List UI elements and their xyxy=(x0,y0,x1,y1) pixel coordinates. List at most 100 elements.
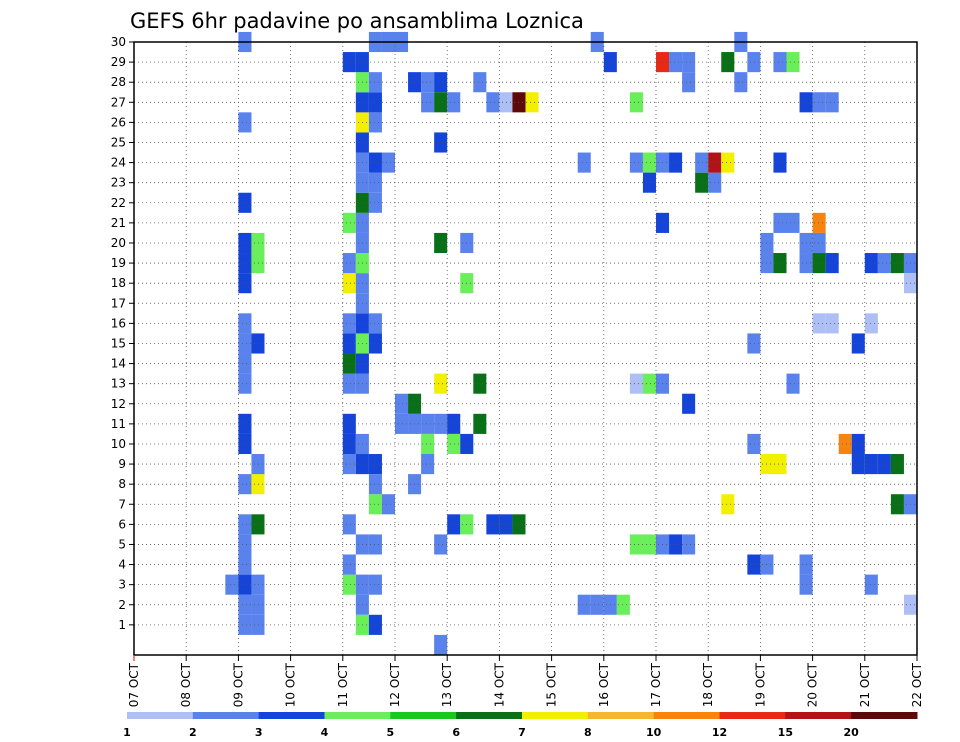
precip-cell xyxy=(864,454,878,475)
y-tick-label: 9 xyxy=(118,457,126,471)
y-tick-label: 29 xyxy=(111,55,126,69)
precip-cell xyxy=(434,634,448,655)
x-tick-label: 13 OCT xyxy=(440,662,454,707)
precip-cell xyxy=(499,92,513,113)
precip-cell xyxy=(251,253,265,274)
colorbar-swatch xyxy=(785,712,852,719)
precip-cell xyxy=(251,474,265,495)
precip-cell xyxy=(342,554,356,575)
precip-cell xyxy=(238,574,252,595)
y-tick-label: 4 xyxy=(118,558,126,572)
x-tick-label: 07 OCT xyxy=(127,662,141,707)
precip-cell xyxy=(747,433,761,455)
precip-cell xyxy=(381,494,395,515)
precip-cell xyxy=(786,212,800,233)
precip-cell xyxy=(342,313,356,334)
precip-cell xyxy=(812,253,826,274)
precip-cell xyxy=(499,514,513,535)
y-tick-label: 13 xyxy=(111,377,126,391)
y-tick-label: 5 xyxy=(118,537,126,551)
colorbar-swatch xyxy=(324,712,391,719)
precip-cell xyxy=(368,313,382,334)
precip-cell xyxy=(434,534,448,555)
precip-cell xyxy=(421,92,435,113)
colorbar-label: 1 xyxy=(123,726,131,739)
colorbar-swatch xyxy=(719,712,786,719)
colorbar-label: 12 xyxy=(712,726,727,739)
precip-cell xyxy=(812,92,826,113)
precip-cell xyxy=(812,212,826,233)
precip-cell xyxy=(342,574,356,595)
precip-cell xyxy=(486,92,500,113)
x-tick-label: 22 OCT xyxy=(910,662,924,707)
precip-cell xyxy=(486,514,500,535)
colorbar-label: 10 xyxy=(646,726,662,739)
y-tick-label: 11 xyxy=(111,417,126,431)
y-tick-label: 7 xyxy=(118,497,126,511)
precip-cell xyxy=(238,333,252,354)
cells-layer xyxy=(225,31,917,655)
precip-cell xyxy=(642,172,656,193)
precip-cell xyxy=(395,413,409,434)
precip-cell xyxy=(629,152,643,173)
colorbar-label: 3 xyxy=(255,726,263,739)
precip-cell xyxy=(890,494,904,515)
precip-cell xyxy=(251,614,265,635)
precip-cell xyxy=(238,273,252,294)
precip-cell xyxy=(368,474,382,495)
precip-cell xyxy=(825,253,839,274)
precip-cell xyxy=(434,232,448,254)
precip-cell xyxy=(864,574,878,595)
precip-cell xyxy=(368,72,382,93)
y-tick-label: 19 xyxy=(111,256,126,270)
precip-cell xyxy=(825,92,839,113)
precip-cell xyxy=(368,92,382,113)
precip-cell xyxy=(225,574,239,595)
precip-cell xyxy=(368,172,382,193)
precip-cell xyxy=(342,413,356,434)
precip-cell xyxy=(669,52,683,73)
precip-cell xyxy=(342,454,356,475)
precip-cell xyxy=(421,433,435,455)
precip-cell xyxy=(473,72,487,93)
precip-cell xyxy=(421,454,435,475)
precip-cell xyxy=(238,313,252,334)
precip-cell xyxy=(381,152,395,173)
precip-cell xyxy=(669,152,683,173)
precip-cell xyxy=(682,393,696,414)
precip-cell xyxy=(773,253,787,274)
precip-cell xyxy=(695,172,709,193)
precip-cell xyxy=(447,413,461,434)
precip-cell xyxy=(238,594,252,615)
chart-title: GEFS 6hr padavine po ansamblima Loznica xyxy=(130,9,584,33)
y-tick-label: 3 xyxy=(118,578,126,592)
x-tick-label: 19 OCT xyxy=(753,662,767,707)
precip-cell xyxy=(342,433,356,455)
precip-cell xyxy=(642,152,656,173)
precip-cell xyxy=(812,232,826,254)
precip-cell xyxy=(890,253,904,274)
precip-cell xyxy=(251,454,265,475)
precip-cell xyxy=(629,373,643,394)
x-tick-label: 08 OCT xyxy=(179,662,193,707)
colorbar-swatch xyxy=(522,712,589,719)
y-tick-label: 16 xyxy=(111,316,126,330)
precip-cell xyxy=(695,152,709,173)
y-tick-label: 28 xyxy=(111,75,126,89)
precip-cell xyxy=(368,333,382,354)
precip-cell xyxy=(368,574,382,595)
y-tick-label: 23 xyxy=(111,176,126,190)
precip-cell xyxy=(747,52,761,73)
precip-cell xyxy=(251,333,265,354)
colorbar-label: 20 xyxy=(844,726,860,739)
x-tick-label: 18 OCT xyxy=(701,662,715,707)
precip-cell xyxy=(434,413,448,434)
colorbar-swatch xyxy=(587,712,655,719)
colorbar-label: 8 xyxy=(584,726,592,739)
y-tick-label: 10 xyxy=(111,437,126,451)
precip-cell xyxy=(812,313,826,334)
precip-cell xyxy=(877,253,891,274)
precip-cell xyxy=(447,514,461,535)
precip-cell xyxy=(434,373,448,394)
